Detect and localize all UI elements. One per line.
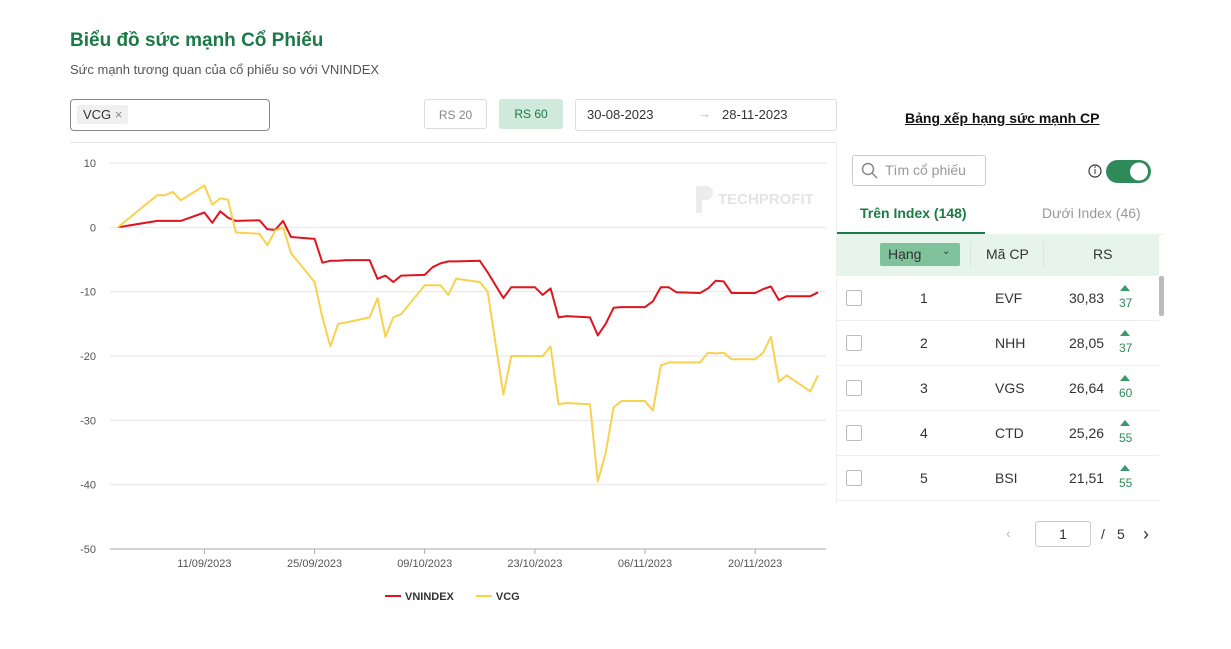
watermark: TECHPROFIT [718, 191, 814, 208]
rs: 30,83 [1069, 290, 1105, 306]
chart: TECHPROFIT 10 0 -10 -20 -30 -40 -50 11/09/2023 2… [70, 142, 837, 603]
x-tick-label: 06/11/2023 [618, 558, 672, 570]
change: 60 [1119, 386, 1133, 400]
prev[interactable]: ‹ [1006, 525, 1011, 541]
tab[interactable]: Dưới Index (46) [1042, 205, 1141, 221]
ranking-link[interactable]: Bảng xếp hạng sức mạnh CP [905, 110, 1100, 126]
x-tick-label: 09/10/2023 [397, 558, 452, 570]
rs: 21,51 [1069, 470, 1105, 486]
code: VGS [995, 380, 1025, 396]
up-arrow [1120, 330, 1130, 336]
code: CTD [995, 425, 1024, 441]
search-icon [861, 162, 878, 179]
checkbox[interactable] [846, 470, 862, 486]
legend-label: VNINDEX [405, 591, 455, 603]
arrow: → [698, 106, 711, 121]
tag-text: VCG [83, 107, 112, 122]
page-count: 5 [1117, 526, 1125, 542]
search-placeholder: Tìm cổ phiếu [885, 162, 966, 178]
x-tick-label: 11/09/2023 [177, 558, 231, 570]
subtitle: Sức mạnh tương quan của cổ phiếu so với … [70, 62, 380, 77]
checkbox[interactable] [846, 290, 862, 306]
next[interactable]: › [1143, 524, 1149, 544]
date-from[interactable]: 30-08-2023 [587, 107, 654, 122]
rank: 2 [920, 335, 928, 351]
y-tick-label: -30 [80, 415, 96, 427]
checkbox[interactable] [846, 335, 862, 351]
code: NHH [995, 335, 1026, 351]
watermark-logo [696, 186, 713, 213]
table-row[interactable]: 5 BSI 21,51 55 [837, 456, 1159, 501]
series-line [117, 184, 819, 483]
x-tick-label: 25/09/2023 [287, 558, 342, 570]
legend-label: VCG [496, 591, 520, 603]
up-arrow [1120, 420, 1130, 426]
checkbox[interactable] [846, 380, 862, 396]
scrollbar[interactable] [1159, 276, 1164, 316]
rs: 26,64 [1069, 380, 1105, 396]
y-tick-label: 10 [84, 158, 96, 170]
up-arrow [1120, 375, 1130, 381]
rank: 5 [920, 470, 928, 486]
rank: 3 [920, 380, 928, 396]
toggle[interactable] [1085, 158, 1153, 186]
code: EVF [995, 290, 1023, 306]
tab-indicator [837, 232, 985, 234]
stock-tag[interactable]: VCG × [77, 105, 129, 124]
change: 37 [1119, 341, 1133, 355]
change: 55 [1119, 476, 1133, 490]
search-box[interactable]: Tìm cổ phiếu [852, 155, 986, 186]
column-header: Hạng [888, 246, 922, 262]
rank: 4 [920, 425, 928, 441]
rs: 28,05 [1069, 335, 1105, 351]
checkbox[interactable] [846, 425, 862, 441]
sort-chip[interactable]: Hạng ⌄ [880, 243, 960, 266]
x-tick-label: 20/11/2023 [728, 558, 782, 570]
tab[interactable]: Trên Index (148) [860, 205, 967, 221]
up-arrow [1120, 465, 1130, 471]
column-header: RS [1093, 246, 1113, 262]
y-tick-label: -50 [80, 544, 96, 556]
rank: 1 [920, 290, 928, 306]
column-header: Mã CP [986, 246, 1029, 262]
rs-button[interactable]: RS 60 [499, 99, 563, 129]
date-range[interactable]: 30-08-2023 → 28-11-2023 [575, 99, 837, 131]
y-tick-label: 0 [90, 222, 96, 234]
series-line [117, 210, 819, 337]
change: 37 [1119, 296, 1133, 310]
rs: 25,26 [1069, 425, 1105, 441]
title: Biểu đồ sức mạnh Cổ Phiếu [70, 30, 324, 51]
table-body: 1 EVF 30,83 37 2 NHH 28,05 37 3 VGS 26,64 60 4 CTD 25,… [837, 276, 1159, 506]
tabs: Trên Index (148) Dưới Index (46) [837, 192, 1164, 235]
y-tick-label: -10 [80, 287, 96, 299]
table-row[interactable]: 3 VGS 26,64 60 [837, 366, 1159, 411]
change: 55 [1119, 431, 1133, 445]
table-row[interactable]: 2 NHH 28,05 37 [837, 321, 1159, 366]
slash: / [1101, 526, 1105, 542]
up-arrow [1120, 285, 1130, 291]
date-to[interactable]: 28-11-2023 [722, 107, 788, 122]
y-tick-label: -20 [80, 351, 96, 363]
y-tick-label: -40 [80, 480, 96, 492]
table-row[interactable]: 1 EVF 30,83 37 [837, 276, 1159, 321]
code: BSI [995, 470, 1018, 486]
x-tick-label: 23/10/2023 [507, 558, 562, 570]
stock-select[interactable]: VCG × [70, 99, 270, 131]
page-input[interactable]: 1 [1035, 521, 1091, 547]
rs-button[interactable]: RS 20 [424, 99, 487, 129]
table-row[interactable]: 4 CTD 25,26 55 [837, 411, 1159, 456]
table-header: Hạng ⌄ Mã CP RS [837, 234, 1159, 276]
